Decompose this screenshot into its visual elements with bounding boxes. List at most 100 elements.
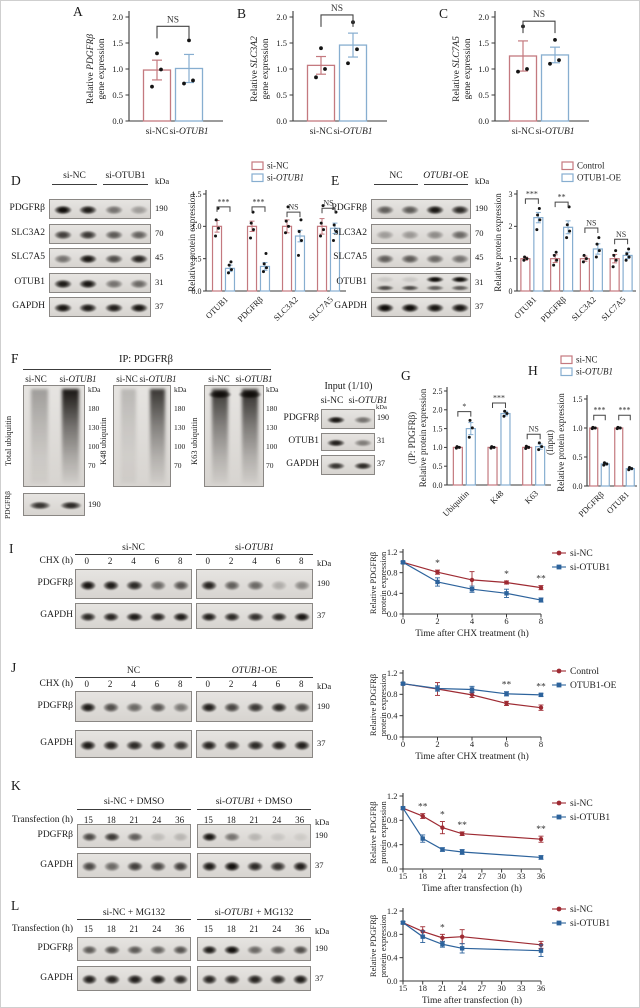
legend-swatch [561,161,574,171]
label-text: PDGFRβ [37,700,73,711]
y-axis-label: (IP: PDGFRβ) [407,412,417,464]
x-category-label: si-NC [512,127,535,137]
data-point [597,236,601,240]
tspan: OTUB1 [276,173,304,183]
protein-band [399,205,420,215]
x-category-label: OTUB1 [604,489,630,515]
blot-box [75,730,192,758]
protein-band [424,303,445,313]
sig-bracket [286,211,301,218]
label-text: CHX (h) [39,556,73,566]
series-marker [435,686,440,691]
bar [500,412,511,486]
protein-band [52,205,73,215]
y-tick-label: 0.0 [192,287,202,296]
data-point [249,221,253,225]
tspan: Relative protein expression [187,193,197,292]
data-point [503,409,507,413]
kda-value: 190 [377,413,389,422]
kda-value: 180 [88,404,100,413]
y-tick-label: 1.5 [276,38,287,48]
data-point [525,257,529,261]
lane-time-label: 2 [107,679,113,689]
sig-label: NS [288,203,298,212]
tspan: Relative PDGFRβ [368,801,378,863]
panel-label-l: L [11,898,20,913]
lane-group-label: NC [356,171,436,181]
lane-group-label: si-NC [189,374,249,384]
legend-label: si-OTUB1 [267,173,304,183]
bar [487,446,498,486]
y-tick-label: 1.5 [573,395,583,404]
y-tick-label: 0.5 [433,462,443,471]
protein-band [246,974,264,985]
lane-time-label: 4 [131,679,136,689]
data-point [627,247,631,251]
series-marker [440,825,445,830]
lane-time-label: 4 [252,556,257,566]
label-text: si- [59,374,69,384]
protein-band [399,229,420,240]
series-marker [538,836,544,842]
kda-value: 190 [315,830,328,840]
kda-value: 37 [317,738,326,748]
kda-value: 190 [317,578,330,588]
x-category-label: K48 [488,488,505,505]
data-point [557,58,561,63]
protein-label: GAPDH [329,301,367,311]
protein-band [374,303,395,313]
legend-label: Control [570,667,599,677]
sig-label: *** [526,189,538,198]
ubiquitin-smear [120,389,137,483]
data-point [227,263,231,267]
x-tick-label: 33 [517,871,526,881]
sig-bracket [216,206,231,212]
sig-label: ** [418,803,428,813]
kda-value: 130 [266,423,278,432]
panel-k-western-blot: si-NC + DMSO si- OTUB1 + DMSO Transfection … [1,783,346,888]
input-title: Input (1/10) [301,381,396,392]
data-point [565,236,569,240]
x-tick-label: 0 [401,739,405,749]
sig-bracket [524,198,539,204]
series-marker [420,836,425,841]
group-underline [424,184,468,185]
tspan: OTUB1-OE [577,173,621,183]
tspan: Ubiquitin [441,488,472,519]
data-point [457,445,461,449]
data-point [554,250,558,254]
bar [452,446,463,486]
x-tick-label: 8 [539,616,543,626]
series-marker [538,692,544,698]
lane-time-label: 0 [205,556,210,566]
data-point [467,435,471,439]
sig-bracket [492,402,506,409]
x-tick-label: 27 [478,983,487,993]
legend-marker [556,906,562,912]
lane-time-label: 21 [129,924,139,934]
x-tick-label: 30 [497,871,506,881]
data-point [591,425,595,429]
protein-label: PDGFRβ [1,830,73,840]
protein-band [223,974,242,985]
protein-band [222,702,242,713]
series-marker [538,597,544,603]
data-point [597,249,601,253]
tspan: SLC7A5 [452,36,462,68]
label-text: PDGFRβ [37,578,73,588]
protein-band [399,284,420,291]
tspan: (Input) [545,430,555,455]
label-text: si-NC + MG132 [102,908,166,918]
protein-band [246,831,264,843]
lane-time-label: 21 [249,924,259,934]
y-tick-label: 1.2 [387,906,398,916]
x-category-label: SLC3A2 [569,294,597,322]
kda-value: 190 [155,203,168,213]
protein-band [374,205,395,215]
lane-time-label: 18 [226,924,236,934]
series-marker [400,560,406,565]
y-tick-label: 0.5 [573,453,583,462]
panel-e-western-blot: NC OTUB1 -OE kDa PDGFRβ 190 SLC3A2 70 SLC7A5 45 OT… [329,159,489,324]
protein-band [352,416,373,424]
kda-header: kDa [266,385,279,394]
